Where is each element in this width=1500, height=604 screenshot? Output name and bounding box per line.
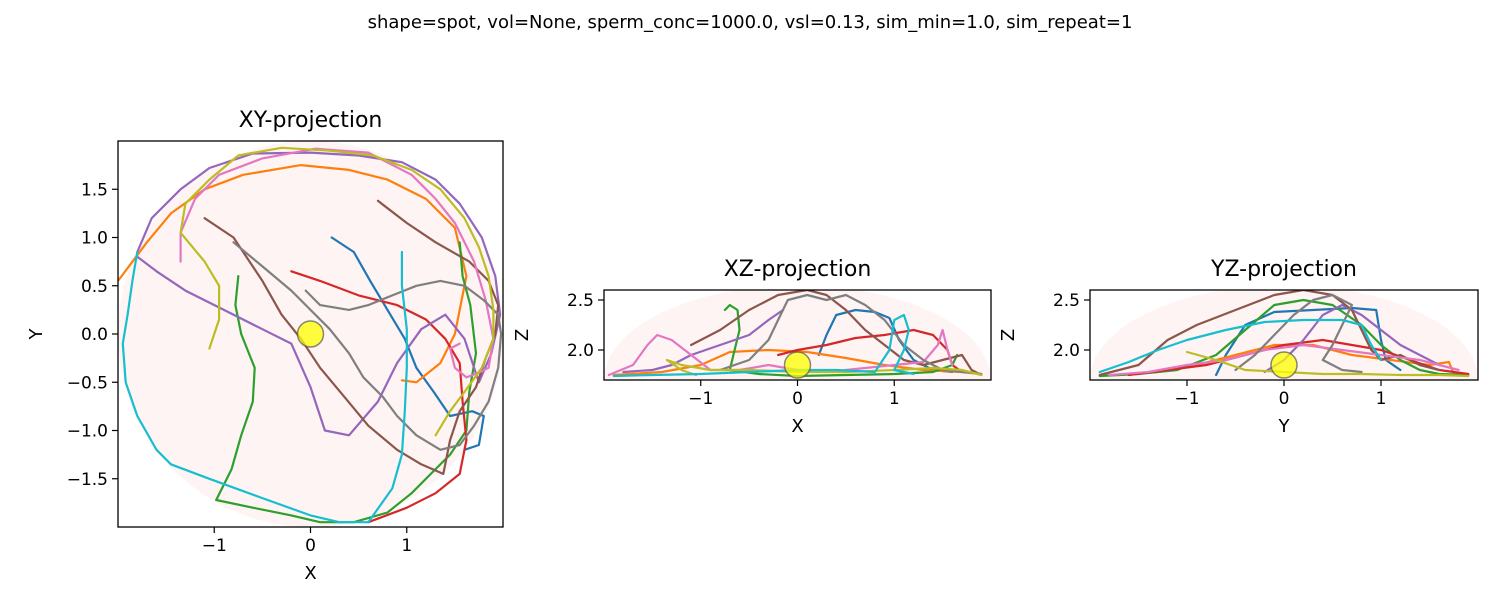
y-tick-label: 2.5 — [1053, 291, 1080, 311]
trajectory-line-8 — [1234, 293, 1363, 374]
trajectory-line-7 — [179, 147, 495, 379]
trajectory-line-10 — [1098, 318, 1383, 374]
y-axis-label: Y — [26, 328, 47, 341]
figure-suptitle: shape=spot, vol=None, sperm_conc=1000.0,… — [368, 12, 1133, 33]
y-tick-label: 2.5 — [567, 291, 594, 311]
trajectory-line-6 — [690, 290, 983, 377]
trajectory-line-7 — [1108, 343, 1460, 377]
trajectory-line-6 — [203, 199, 500, 475]
plot-area-yz — [1090, 290, 1478, 380]
x-tick-label: 1 — [401, 536, 412, 556]
trajectory-line-8 — [719, 293, 983, 376]
spot-marker — [783, 351, 812, 379]
x-axis-label: X — [791, 416, 803, 437]
y-tick-label: 2.0 — [567, 341, 594, 361]
trajectory-line-4 — [290, 270, 468, 524]
panel-xy: −1 0 1 −1.5 −1.0 −0.5 0.0 0.5 1.0 1.5 XY-projectio… — [26, 108, 504, 584]
y-tick-label: 1.5 — [81, 180, 108, 200]
y-tick-label: −0.5 — [67, 373, 108, 393]
trajectory-line-7 — [607, 328, 954, 377]
trajectory-line-9 — [179, 146, 495, 437]
x-axis-label: X — [304, 563, 316, 584]
x-tick-label: 1 — [889, 389, 900, 409]
x-tick-label: −1 — [688, 389, 713, 409]
background-region — [1090, 290, 1478, 380]
spot-marker — [296, 320, 325, 348]
x-tick-label: 0 — [305, 536, 316, 556]
x-axis-label: Y — [1278, 416, 1291, 437]
trajectory-line-5 — [622, 308, 785, 374]
x-tick-label: −1 — [202, 536, 227, 556]
x-tick-label: −1 — [1174, 389, 1199, 409]
y-tick-label: 2.0 — [1053, 341, 1080, 361]
trajectory-line-9 — [1185, 350, 1470, 378]
plot-area-xy — [118, 141, 503, 527]
panel-title: XY-projection — [239, 108, 383, 133]
trajectory-line-3 — [723, 303, 959, 378]
y-axis-label: Z — [512, 329, 533, 341]
trajectory-line-10 — [612, 313, 915, 378]
x-tick-label: 1 — [1376, 389, 1387, 409]
panel-xz: −1 0 1 2.0 2.5 XZ-projection X Z — [512, 257, 992, 437]
x-tick-label: 0 — [792, 389, 803, 409]
x-tick-label: 0 — [1279, 389, 1290, 409]
trajectory-line-2 — [118, 164, 468, 384]
y-tick-label: 0.0 — [81, 325, 108, 345]
plot-area-xz — [604, 290, 991, 380]
trajectory-line-10 — [121, 250, 408, 524]
panel-yz: −1 0 1 2.0 2.5 YZ-projection Y Z — [998, 257, 1479, 437]
panel-title: YZ-projection — [1210, 257, 1357, 282]
y-tick-label: 0.5 — [81, 277, 108, 297]
panel-title: XZ-projection — [724, 257, 872, 282]
trajectory-line-4 — [1127, 338, 1470, 377]
y-tick-label: 1.0 — [81, 229, 108, 249]
trajectory-line-1 — [330, 236, 485, 451]
y-axis-label: Z — [998, 329, 1019, 341]
y-tick-label: −1.0 — [67, 422, 108, 442]
background-region — [604, 290, 991, 380]
y-tick-label: −1.5 — [67, 470, 108, 490]
spot-marker — [1270, 351, 1298, 379]
trajectory-line-8 — [232, 241, 503, 451]
